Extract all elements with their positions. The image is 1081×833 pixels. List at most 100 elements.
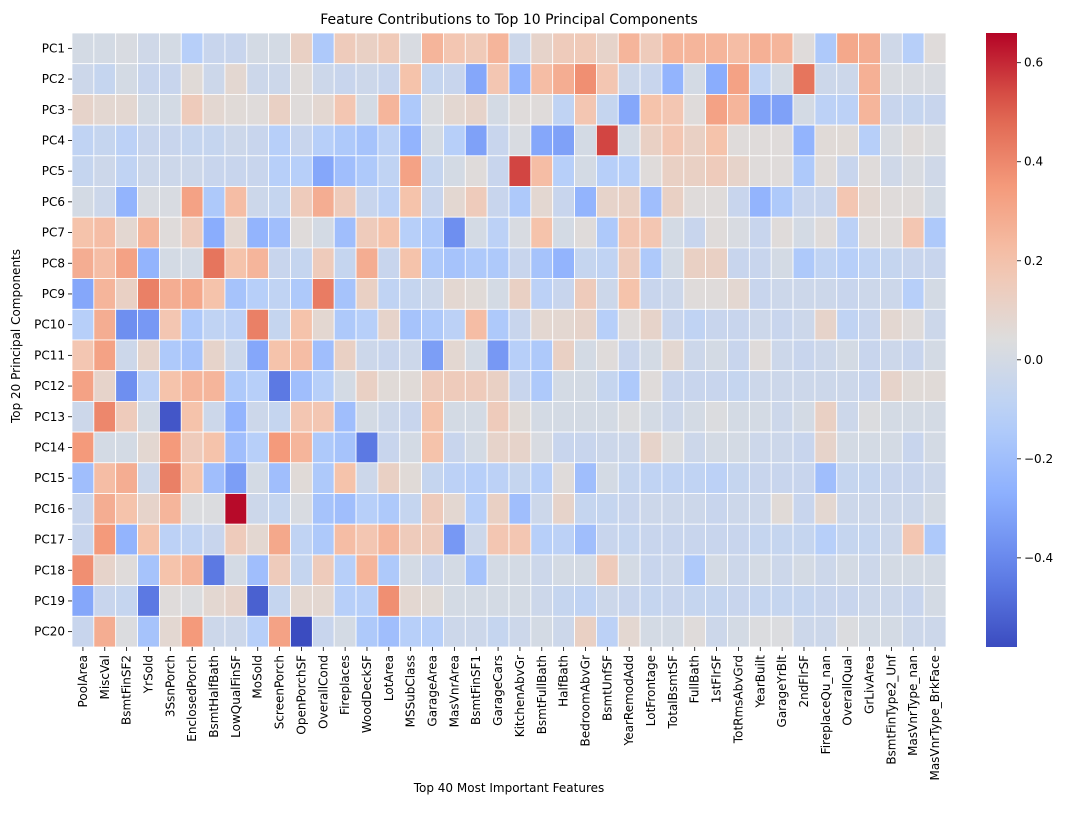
- heatmap-cell: [727, 124, 750, 157]
- heatmap-cell: [880, 585, 903, 617]
- heatmap-cell: [464, 554, 488, 587]
- heatmap-cell: [683, 554, 707, 587]
- heatmap-cell: [71, 523, 95, 556]
- heatmap-cell: [727, 431, 750, 464]
- heatmap-cell: [596, 247, 619, 279]
- heatmap-cell: [290, 32, 313, 65]
- heatmap-cell: [443, 523, 466, 556]
- heatmap-cell: [552, 186, 575, 218]
- heatmap-cell: [923, 32, 947, 65]
- heatmap-cell: [290, 155, 313, 187]
- heatmap-cell: [901, 615, 925, 648]
- heatmap-cell: [530, 32, 554, 65]
- heatmap-cell: [180, 186, 204, 218]
- heatmap-cell: [530, 186, 554, 218]
- heatmap-cell: [617, 554, 641, 587]
- heatmap-cell: [486, 493, 510, 525]
- heatmap-cell: [748, 247, 772, 279]
- heatmap-cell: [464, 155, 488, 187]
- y-tick-label: PC19: [34, 594, 65, 608]
- heatmap-cell: [224, 216, 248, 249]
- heatmap-cell: [901, 63, 925, 95]
- heatmap-cell: [901, 124, 925, 157]
- heatmap-cell: [574, 339, 597, 372]
- heatmap-cell: [246, 155, 270, 187]
- x-tick-label: BsmtFinSF1: [469, 655, 483, 725]
- heatmap-cell: [574, 370, 597, 402]
- heatmap-cell: [290, 63, 313, 95]
- heatmap-cell: [268, 523, 291, 556]
- heatmap-cell: [399, 462, 423, 494]
- heatmap-cell: [639, 308, 663, 341]
- heatmap-cell: [158, 554, 182, 587]
- heatmap-cell: [202, 554, 226, 587]
- heatmap-cell: [617, 585, 641, 617]
- heatmap-cell: [246, 278, 270, 310]
- heatmap-cell: [115, 615, 138, 648]
- heatmap-cell: [923, 523, 947, 556]
- x-tick-label: HalfBath: [557, 655, 571, 707]
- heatmap-cell: [355, 247, 379, 279]
- heatmap-cell: [268, 462, 291, 494]
- heatmap-cell: [836, 615, 860, 648]
- heatmap-cell: [727, 216, 750, 249]
- heatmap-cell: [443, 278, 466, 310]
- heatmap-cell: [202, 370, 226, 402]
- heatmap-cell: [617, 155, 641, 187]
- heatmap-cell: [858, 339, 881, 372]
- heatmap-cell: [290, 493, 313, 525]
- heatmap-cell: [180, 155, 204, 187]
- colorbar-tick-label: −0.4: [1024, 551, 1053, 565]
- heatmap-cell: [639, 32, 663, 65]
- heatmap-cell: [311, 400, 335, 433]
- heatmap-cell: [180, 523, 204, 556]
- heatmap-cell: [202, 339, 226, 372]
- heatmap-cell: [639, 615, 663, 648]
- heatmap-cell: [377, 216, 401, 249]
- heatmap-cell: [93, 94, 117, 126]
- heatmap-cell: [158, 585, 182, 617]
- heatmap-cell: [792, 523, 816, 556]
- heatmap-cell: [180, 462, 204, 494]
- heatmap-cell: [836, 155, 860, 187]
- heatmap-cell: [814, 400, 838, 433]
- heatmap-cell: [268, 400, 291, 433]
- heatmap-cell: [858, 63, 881, 95]
- heatmap-cell: [770, 216, 794, 249]
- heatmap-cell: [158, 493, 182, 525]
- heatmap-cell: [530, 278, 554, 310]
- heatmap-cell: [464, 278, 488, 310]
- heatmap-cell: [901, 493, 925, 525]
- heatmap-cell: [224, 155, 248, 187]
- heatmap-cell: [836, 462, 860, 494]
- heatmap-cell: [333, 462, 357, 494]
- heatmap-cell: [180, 370, 204, 402]
- heatmap-cell: [683, 216, 707, 249]
- heatmap-cell: [180, 400, 204, 433]
- heatmap-cell: [202, 278, 226, 310]
- y-tick-label: PC6: [42, 195, 65, 209]
- heatmap-cell: [858, 585, 881, 617]
- heatmap-cell: [552, 370, 575, 402]
- heatmap-cell: [836, 554, 860, 587]
- heatmap-cell: [661, 431, 685, 464]
- heatmap-cell: [137, 400, 160, 433]
- heatmap-cell: [639, 554, 663, 587]
- heatmap-cell: [858, 431, 881, 464]
- heatmap-cell: [137, 339, 160, 372]
- heatmap-cell: [661, 585, 685, 617]
- heatmap-cell: [617, 247, 641, 279]
- y-tick-label: PC5: [42, 164, 65, 178]
- heatmap-cell: [552, 462, 575, 494]
- heatmap-cell: [71, 462, 95, 494]
- heatmap-cell: [464, 339, 488, 372]
- heatmap-cell: [552, 493, 575, 525]
- heatmap-cell: [355, 32, 379, 65]
- heatmap-cell: [508, 400, 532, 433]
- heatmap-cell: [530, 124, 554, 157]
- heatmap-cell: [137, 523, 160, 556]
- heatmap-cell: [93, 278, 117, 310]
- heatmap-cell: [377, 493, 401, 525]
- heatmap-cell: [836, 247, 860, 279]
